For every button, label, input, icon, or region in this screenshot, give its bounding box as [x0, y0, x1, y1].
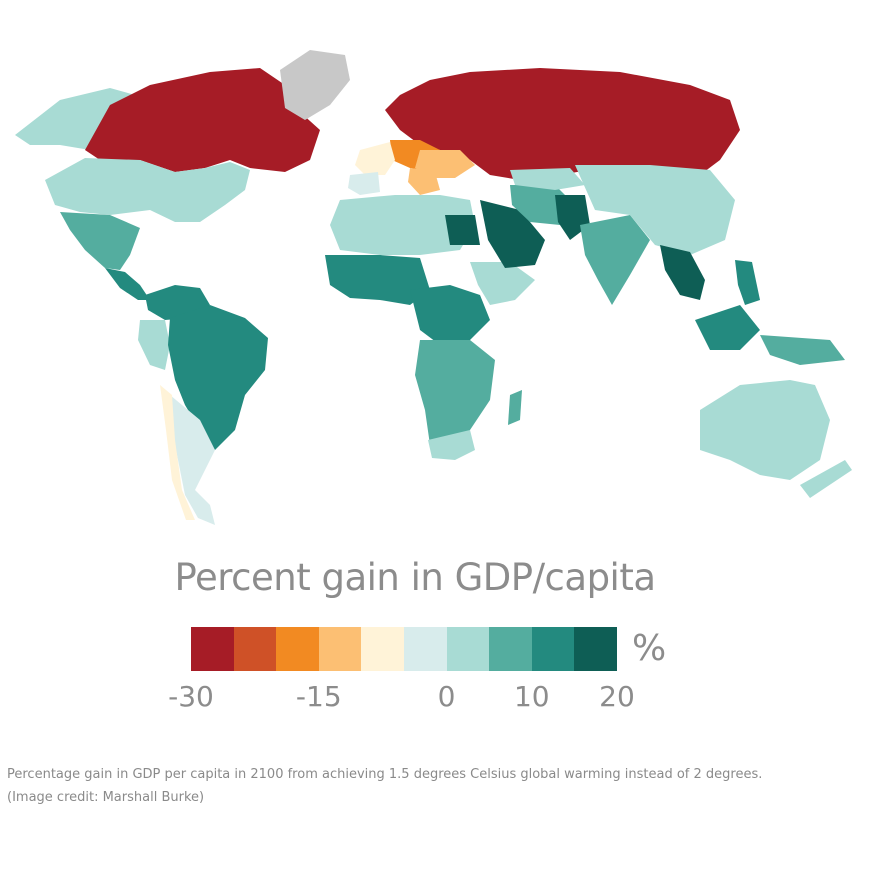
legend-swatch-4 [361, 627, 404, 671]
legend-title: Percent gain in GDP/capita [174, 556, 656, 599]
region-central-africa [410, 285, 490, 345]
legend-tick-4: 20 [599, 680, 635, 713]
region-western-europe [355, 142, 395, 175]
region-peru [138, 320, 170, 370]
region-central-asia [510, 168, 585, 190]
legend-swatch-2 [276, 627, 319, 671]
legend-swatch-1 [233, 627, 277, 671]
region-mexico [60, 212, 140, 270]
region-southeast-asia [660, 245, 705, 300]
region-canada [85, 68, 320, 172]
legend-tick-0: -30 [168, 680, 214, 713]
legend-color-bar [191, 627, 617, 671]
region-north-africa [330, 195, 475, 255]
region-east-africa [470, 262, 535, 305]
region-west-africa [325, 255, 430, 305]
region-chile [160, 385, 195, 520]
region-iberia [348, 172, 380, 195]
region-arabia [480, 200, 545, 268]
region-brazil [168, 305, 268, 450]
region-usa [45, 158, 250, 222]
region-south-africa [428, 430, 475, 460]
caption-line-1: Percentage gain in GDP per capita in 210… [7, 767, 763, 782]
region-central-america [105, 268, 150, 300]
region-india [580, 215, 650, 305]
region-egypt [445, 215, 480, 245]
legend-tick-3: 10 [513, 680, 550, 713]
caption: Percentage gain in GDP per capita in 210… [7, 763, 762, 809]
region-indonesia [695, 305, 760, 350]
legend-swatch-0 [191, 627, 234, 671]
legend-swatch-8 [531, 627, 575, 671]
world-map [15, 50, 852, 525]
legend-swatch-3 [318, 627, 362, 671]
region-indonesia-east [760, 335, 845, 365]
legend-unit: % [632, 628, 667, 669]
region-china-mongolia [575, 165, 735, 255]
legend-tick-1: -15 [295, 680, 342, 713]
region-new-zealand [800, 460, 852, 498]
region-philippines [735, 260, 760, 305]
legend-swatch-7 [489, 627, 532, 671]
legend-swatch-5 [403, 627, 447, 671]
region-balkans [408, 168, 440, 195]
region-argentina [170, 395, 215, 525]
region-southern-africa [415, 340, 495, 450]
region-scandinavia-russia [385, 68, 740, 180]
region-australia [700, 380, 830, 480]
legend-tick-2: 0 [437, 680, 456, 713]
caption-line-2: (Image credit: Marshall Burke) [7, 790, 205, 805]
region-ukraine [415, 150, 475, 178]
region-greenland [280, 50, 350, 120]
legend-swatch-9 [574, 627, 617, 671]
legend-swatch-6 [446, 627, 490, 671]
region-madagascar [508, 390, 522, 425]
